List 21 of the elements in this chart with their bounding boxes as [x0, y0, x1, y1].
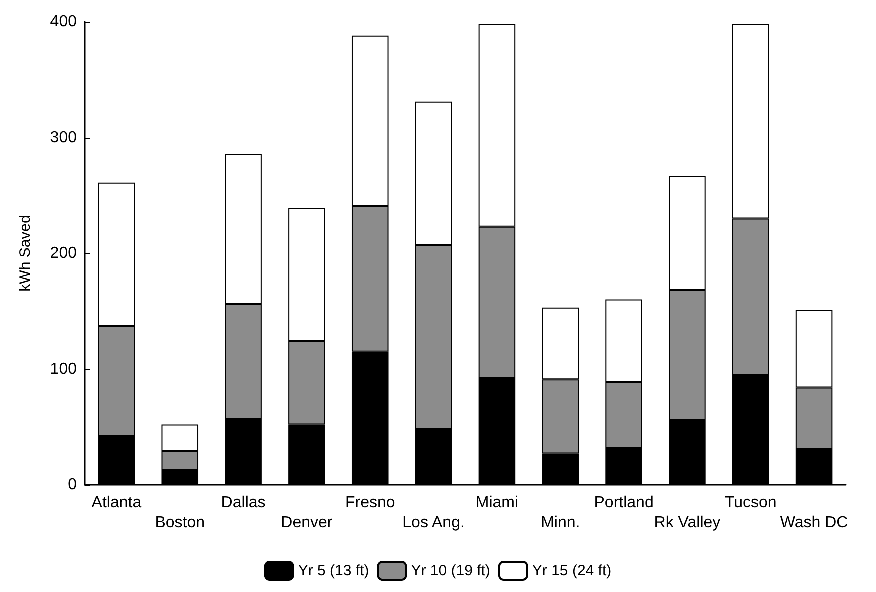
x-tick-label: Minn. — [541, 514, 580, 532]
x-tick-label: Boston — [155, 514, 206, 532]
x-tick-label: Atlanta — [92, 494, 142, 512]
legend-label: Yr 5 (13 ft) — [298, 562, 370, 580]
x-tick-label: Denver — [281, 514, 334, 532]
y-tick-label: 300 — [50, 129, 78, 146]
y-tick-label: 100 — [50, 360, 78, 378]
legend-label: Yr 15 (24 ft) — [532, 562, 612, 580]
x-tick-label: Miami — [476, 494, 519, 512]
x-tick-label: Portland — [594, 494, 654, 512]
x-tick-label: Tucson — [724, 494, 777, 512]
x-tick-label: Wash DC — [780, 514, 848, 532]
x-tick-label: Rk Valley — [654, 514, 721, 532]
y-tick-label: 200 — [50, 245, 78, 262]
x-tick-label: Dallas — [221, 494, 266, 512]
y-axis-title: kWh Saved — [17, 215, 34, 292]
legend-label: Yr 10 (19 ft) — [411, 562, 490, 580]
y-tick-label: 0 — [68, 476, 78, 494]
y-tick-label: 400 — [50, 14, 78, 30]
x-tick-label: Fresno — [345, 494, 396, 512]
x-tick-label: Los Ang. — [402, 514, 465, 532]
